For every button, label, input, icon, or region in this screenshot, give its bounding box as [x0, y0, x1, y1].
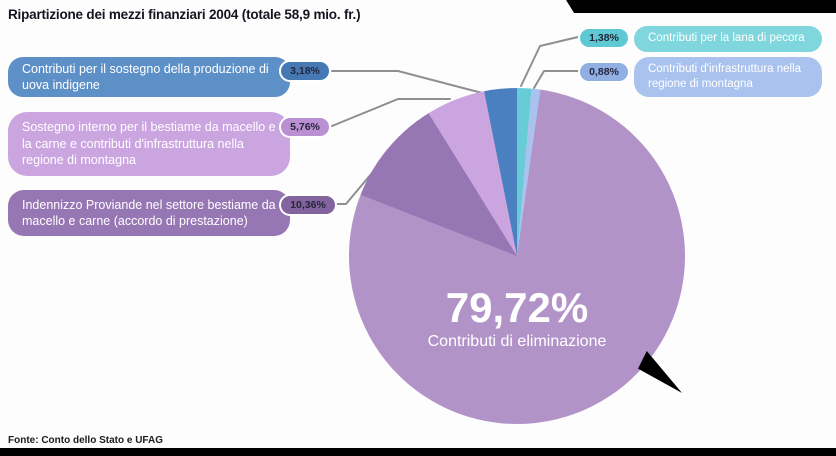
- source-note: Fonte: Conto dello Stato e UFAG: [8, 435, 163, 446]
- connector-line: [520, 36, 579, 87]
- percentage-badge-sostegno: 5,76%: [279, 116, 331, 138]
- callout-label: Indennizzo Proviande nel settore bestiam…: [22, 197, 276, 229]
- percentage-badge-lana: 1,38%: [578, 27, 630, 49]
- connector-line: [331, 70, 487, 95]
- pie-chart: [349, 88, 685, 424]
- connector-line: [533, 70, 579, 89]
- chart-title: Ripartizione dei mezzi finanziari 2004 (…: [8, 7, 361, 22]
- transparency-artifact-top-right: [566, 0, 836, 13]
- callout-label: Contributi per il sostegno della produzi…: [22, 61, 269, 93]
- callout-infrastruttura: Contributi d'infrastruttura nella region…: [634, 57, 822, 97]
- percentage-badge-proviande: 10,36%: [279, 194, 337, 216]
- callout-label: Contributi d'infrastruttura nella region…: [648, 62, 802, 90]
- transparency-artifact-notch: [638, 351, 682, 393]
- callout-label: Contributi per la lana di pecora: [648, 32, 805, 45]
- pie-center-label: Contributi di eliminazione: [427, 333, 607, 351]
- callout-lana-pecora: Contributi per la lana di pecora: [634, 26, 822, 52]
- percentage-badge-infrastruttura: 0,88%: [578, 61, 630, 83]
- callout-sostegno-interno: Sostegno interno per il bestiame da mace…: [8, 112, 290, 176]
- callout-label: Sostegno interno per il bestiame da mace…: [22, 120, 276, 168]
- transparency-artifact-bottom-bar: [0, 448, 836, 456]
- pie-center-value: 79,72%: [445, 284, 589, 331]
- callout-indennizzo-proviande: Indennizzo Proviande nel settore bestiam…: [8, 190, 290, 236]
- pie-center-label-group: 79,72% Contributi di eliminazione: [349, 284, 685, 351]
- percentage-badge-uova: 3,18%: [279, 60, 331, 82]
- callout-uova-indigene: Contributi per il sostegno della produzi…: [8, 57, 290, 97]
